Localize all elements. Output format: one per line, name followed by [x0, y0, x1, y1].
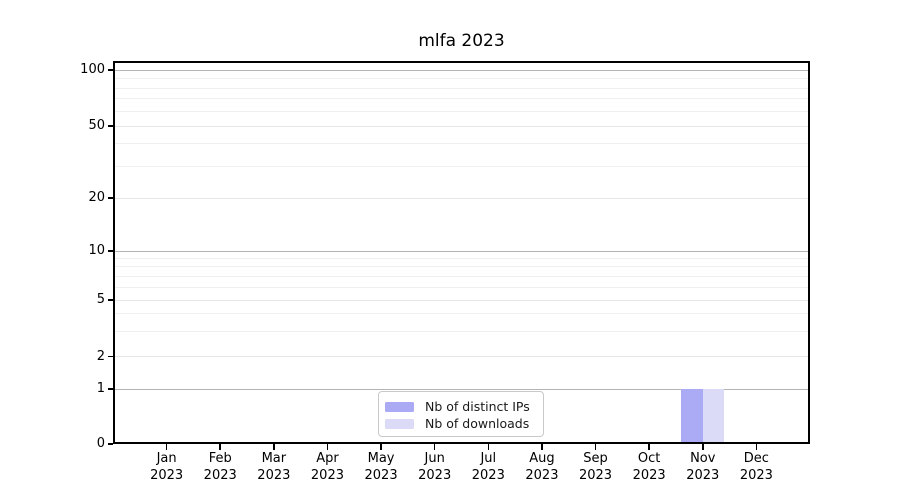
- plot-spine-right: [808, 61, 810, 444]
- x-tick-label-line: Dec: [743, 451, 769, 466]
- chart-title: mlfa 2023: [418, 31, 505, 51]
- x-tick-mark: [380, 444, 382, 450]
- x-tick-label-line: Oct: [637, 451, 661, 466]
- x-tick-label: Jan 2023: [132, 451, 202, 484]
- x-tick-label: Dec 2023: [721, 451, 791, 484]
- minor-gridline: [113, 143, 810, 145]
- plot-area: [113, 61, 810, 444]
- plot-spine-left: [113, 61, 115, 444]
- x-tick-label-line: Jul: [480, 451, 497, 466]
- y-tick-label: 50: [88, 118, 105, 133]
- x-tick-label-line: Mar: [261, 451, 287, 466]
- y-tick-mark: [108, 388, 113, 390]
- x-tick-label-line: 2023: [525, 467, 559, 483]
- x-tick-mark: [755, 444, 758, 450]
- legend-swatch-nb-of-downloads: [385, 418, 414, 429]
- y-tick-label: 10: [88, 243, 105, 258]
- y-tick-mark: [108, 250, 113, 252]
- x-tick-mark: [594, 444, 597, 450]
- x-tick-label: Jun 2023: [400, 451, 470, 484]
- x-tick-label-line: Nov: [690, 451, 716, 466]
- x-tick-label: Feb 2023: [185, 451, 255, 484]
- y-tick-label: 5: [96, 292, 105, 307]
- major-gridline: [113, 69, 810, 71]
- legend: Nb of distinct IPs Nb of downloads: [378, 391, 544, 437]
- x-tick-label-line: Jan: [156, 451, 177, 466]
- x-tick-label-line: 2023: [686, 467, 720, 483]
- y-tick-label: 20: [88, 190, 105, 205]
- plot-spine-bottom: [113, 442, 810, 444]
- x-tick-label-line: Apr: [316, 451, 339, 466]
- x-tick-label: Aug 2023: [507, 451, 577, 484]
- x-tick-mark: [701, 444, 704, 450]
- y-tick-mark: [108, 125, 113, 127]
- x-tick-mark: [273, 444, 275, 450]
- x-tick-label-line: 2023: [203, 467, 237, 483]
- x-tick-label-line: 2023: [632, 467, 666, 483]
- legend-entry: Nb of downloads: [385, 415, 537, 432]
- y-tick-mark: [108, 197, 113, 199]
- y-tick-mark: [108, 69, 113, 71]
- legend-label: Nb of distinct IPs: [425, 399, 530, 414]
- x-tick-label: Jul 2023: [453, 451, 523, 484]
- plot-spine-top: [113, 61, 810, 63]
- x-tick-label: Mar 2023: [239, 451, 309, 484]
- major-gridline: [113, 250, 810, 252]
- x-tick-label-line: 2023: [578, 467, 613, 483]
- x-tick-label-line: Aug: [529, 451, 555, 466]
- x-tick-label-line: Feb: [208, 451, 232, 466]
- minor-gridline: [113, 313, 810, 315]
- minor-gridline: [113, 87, 810, 89]
- y-tick-label: 0: [96, 436, 105, 451]
- x-tick-mark: [541, 444, 543, 450]
- legend-entry: Nb of distinct IPs: [385, 398, 537, 415]
- x-tick-label-line: 2023: [310, 467, 344, 483]
- x-tick-mark: [433, 444, 436, 450]
- x-tick-label-line: Sep: [583, 451, 608, 466]
- major-gridline: [113, 388, 810, 390]
- x-tick-mark: [648, 444, 650, 450]
- y-tick-mark: [108, 443, 113, 445]
- x-tick-label-line: 2023: [418, 467, 452, 483]
- minor-gridline: [113, 110, 810, 112]
- bar-nb-of-downloads: [702, 389, 725, 444]
- y-tick-label: 1: [96, 381, 105, 396]
- x-tick-label-line: 2023: [257, 467, 291, 483]
- x-tick-label: Nov 2023: [668, 451, 738, 484]
- x-tick-label: Oct 2023: [614, 451, 684, 484]
- y-tick-label: 100: [80, 62, 105, 77]
- minor-gridline: [113, 165, 810, 167]
- legend-swatch-nb-of-distinct-ips: [385, 401, 414, 412]
- x-tick-label: May 2023: [346, 451, 416, 484]
- x-tick-label-line: 2023: [471, 467, 505, 483]
- gridline: [113, 356, 810, 357]
- x-tick-label-line: May: [367, 451, 395, 466]
- minor-gridline: [113, 98, 810, 100]
- y-tick-label: 2: [96, 348, 105, 364]
- x-tick-label-line: 2023: [364, 467, 398, 483]
- x-tick-label: Apr 2023: [292, 451, 362, 484]
- x-tick-label: Sep 2023: [561, 451, 631, 484]
- minor-gridline: [113, 257, 810, 259]
- x-tick-label-line: Jun: [424, 451, 445, 466]
- minor-gridline: [113, 331, 810, 332]
- gridline: [113, 299, 810, 301]
- gridline: [113, 125, 810, 127]
- y-tick-mark: [108, 355, 113, 358]
- x-tick-label-line: 2023: [150, 467, 184, 483]
- gridline: [113, 197, 810, 199]
- y-tick-mark: [108, 299, 113, 301]
- x-tick-label-line: 2023: [739, 467, 773, 483]
- x-tick-mark: [219, 444, 222, 450]
- minor-gridline: [113, 266, 810, 268]
- legend-label: Nb of downloads: [425, 416, 530, 431]
- minor-gridline: [113, 275, 810, 277]
- bar-nb-of-distinct-ips: [681, 389, 703, 444]
- minor-gridline: [113, 286, 810, 288]
- x-tick-mark: [165, 444, 168, 450]
- x-tick-mark: [326, 444, 329, 450]
- x-tick-mark: [487, 444, 490, 450]
- minor-gridline: [113, 78, 810, 80]
